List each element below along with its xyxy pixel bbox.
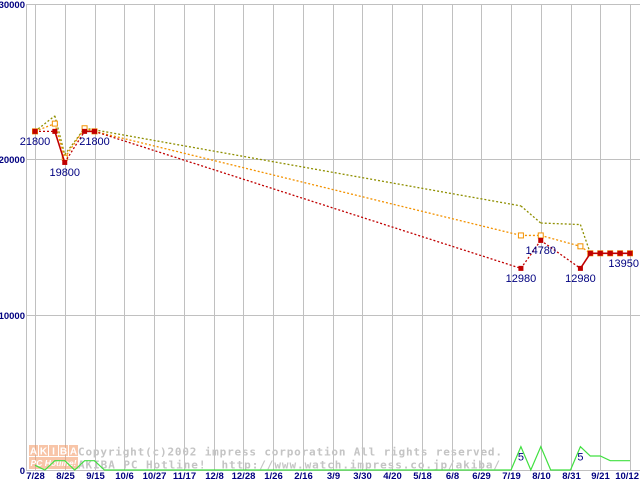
x-tick-label: 8/10 (532, 471, 551, 480)
series-1-segment (34, 123, 56, 132)
count-series (34, 445, 631, 472)
y-tick-label: 0 (20, 466, 25, 477)
x-tick-label: 6/29 (472, 471, 491, 480)
data-labels: 5 5 21800 19800 21800 12980 14780 12980 13950 (20, 136, 639, 464)
series-1-marker (51, 120, 58, 127)
copyright-text: Copyright(c)2002 impress corporation All… (78, 446, 502, 459)
series-2 (32, 128, 633, 271)
x-tick-label: 11/17 (173, 471, 196, 480)
logo-letter-box (49, 445, 58, 456)
x-tick-label: 9/15 (86, 471, 105, 480)
x-tick-label: 12/8 (205, 471, 224, 480)
series-2-marker (32, 128, 38, 134)
series-1-segment (54, 123, 66, 158)
x-tick-label: 3/9 (327, 471, 340, 480)
series-0-segment (540, 222, 581, 226)
series-2-marker (577, 265, 583, 271)
logo-letter-box (59, 445, 68, 456)
series-2-marker (587, 250, 593, 256)
series-2-marker (82, 128, 88, 134)
series-0-segment (34, 115, 56, 132)
series-0 (34, 115, 630, 254)
x-tick-label: 8/25 (56, 471, 75, 480)
series-2-segment (540, 239, 581, 269)
akiba-logo (29, 445, 78, 469)
grid (26, 4, 640, 471)
x-tick-label: 8/31 (562, 471, 581, 480)
x-tick-label: 5/18 (413, 471, 432, 480)
series-2-segment (54, 131, 66, 163)
series-2-segment (579, 252, 592, 269)
x-tick-label: 10/12 (615, 471, 639, 480)
series-0-segment (520, 205, 542, 224)
series-2-marker (627, 250, 633, 256)
price-series (32, 115, 633, 271)
x-tick-label: 10/6 (115, 471, 134, 480)
series-2-marker (538, 237, 544, 243)
x-tick-label: 9/21 (591, 471, 610, 480)
series-1-segment (540, 234, 581, 247)
x-tick-label: 2/16 (294, 471, 313, 480)
price-label: 19800 (49, 167, 80, 179)
y-tick-label: 30000 (0, 0, 25, 11)
logo-letter-box (69, 445, 78, 456)
x-tick-label: 12/28 (232, 471, 256, 480)
price-label: 14780 (525, 245, 556, 257)
x-tick-label: 10/27 (143, 471, 167, 480)
site-url-text: AKIBA PC Hotline! http://www.watch.impre… (78, 459, 500, 472)
count-label: 5 (518, 452, 524, 464)
logo-subtitle-bar (29, 457, 78, 469)
watermark: AKIBA PC Hotline! Copyright(c)2002 impre… (29, 445, 502, 472)
x-tick-label: 1/26 (264, 471, 283, 480)
y-tick-label: 20000 (0, 155, 25, 166)
series-0-segment (64, 127, 86, 156)
series-1 (32, 120, 633, 257)
series-1-marker (537, 232, 544, 239)
series-2-segment (520, 240, 542, 269)
series-2-marker (607, 250, 613, 256)
price-label: 21800 (79, 136, 110, 148)
series-2-marker (62, 159, 68, 165)
series-1-segment (64, 127, 86, 159)
logo-letter-box (39, 445, 48, 456)
series-2-marker (52, 128, 58, 134)
series-0-segment (54, 115, 66, 155)
logo-letter-box (29, 445, 38, 456)
price-label: 13950 (608, 258, 639, 270)
series-1-segment (94, 130, 522, 237)
x-tick-label: 3/30 (353, 471, 372, 480)
price-label: 12980 (565, 273, 596, 285)
x-tick-label: 6/8 (446, 471, 459, 480)
y-tick-label: 10000 (0, 311, 25, 322)
price-label: 21800 (20, 136, 51, 148)
price-label: 12980 (506, 273, 537, 285)
series-2-marker (92, 128, 97, 134)
series-2-segment (94, 130, 522, 269)
series-2-marker (617, 250, 623, 256)
series-0-segment (579, 224, 591, 254)
series-2-marker (518, 265, 524, 271)
logo-subtitle: PC Hotline! (31, 459, 77, 468)
series-1-marker (577, 243, 584, 250)
series-0-segment (94, 129, 522, 207)
logo-title: AKIBA (30, 447, 77, 458)
series-2-marker (597, 250, 603, 256)
x-tick-label: 4/20 (383, 471, 402, 480)
series-1-marker (517, 232, 524, 239)
x-tick-label: 7/28 (26, 471, 45, 480)
x-tick-label: 7/19 (502, 471, 521, 480)
count-label: 5 (577, 452, 583, 464)
